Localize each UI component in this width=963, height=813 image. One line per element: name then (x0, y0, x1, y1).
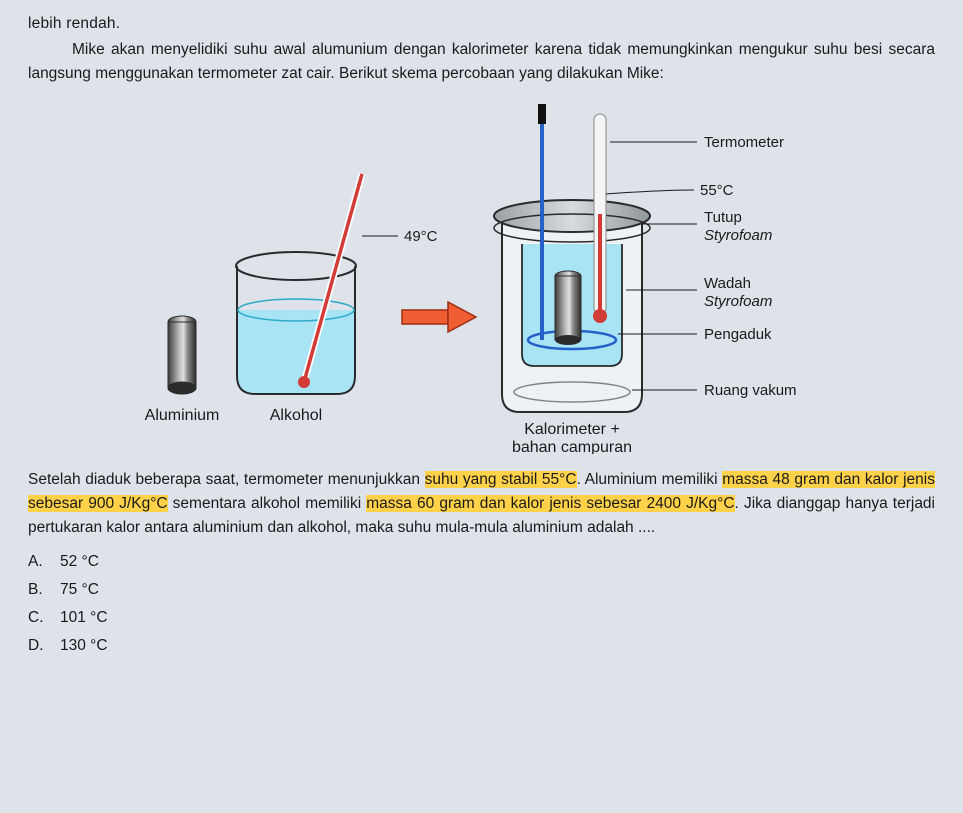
svg-text:Alkohol: Alkohol (269, 407, 321, 424)
answer-text: 75 °C (60, 578, 99, 602)
answer-option[interactable]: C. 101 °C (28, 604, 935, 632)
svg-text:Termometer: Termometer (704, 134, 784, 151)
svg-text:55°C: 55°C (700, 182, 734, 199)
svg-text:Tutup: Tutup (704, 209, 742, 226)
svg-text:Styrofoam: Styrofoam (704, 227, 772, 244)
answer-text: 130 °C (60, 634, 108, 658)
answer-text: 52 °C (60, 550, 99, 574)
answer-option[interactable]: A. 52 °C (28, 548, 935, 576)
experiment-diagram: 49°C Termometer (28, 94, 935, 454)
svg-text:Aluminium: Aluminium (144, 407, 219, 424)
answer-option[interactable]: D. 130 °C (28, 632, 935, 660)
answer-option[interactable]: B. 75 °C (28, 576, 935, 604)
intro-paragraph: Mike akan menyelidiki suhu awal alumuniu… (28, 38, 935, 86)
q-text-1: Setelah diaduk beberapa saat, termometer… (28, 471, 425, 488)
beaker-temperature-label: 49°C (362, 228, 438, 245)
svg-text:Pengaduk: Pengaduk (704, 326, 772, 343)
answer-letter: C. (28, 606, 50, 630)
highlight-3: massa 60 gram dan kalor jenis sebesar 24… (366, 495, 734, 512)
answer-letter: A. (28, 550, 50, 574)
answer-text: 101 °C (60, 606, 108, 630)
answer-list: A. 52 °C B. 75 °C C. 101 °C D. 130 °C (28, 548, 935, 660)
svg-text:Wadah: Wadah (704, 275, 751, 292)
q-text-3: sementara alkohol memiliki (168, 495, 367, 512)
highlight-1: suhu yang stabil 55°C (425, 471, 577, 488)
svg-text:49°C: 49°C (404, 228, 438, 245)
beaker-icon (236, 252, 356, 400)
sample-in-calorimeter-icon (555, 271, 581, 345)
calorimeter-icon (494, 104, 650, 412)
svg-text:Ruang vakum: Ruang vakum (704, 382, 797, 399)
svg-text:Styrofoam: Styrofoam (704, 293, 772, 310)
arrow-icon (402, 302, 476, 332)
question-paragraph: Setelah diaduk beberapa saat, termometer… (28, 468, 935, 540)
calorimeter-thermometer-icon (593, 114, 607, 323)
truncated-line: lebih rendah. (28, 12, 935, 36)
aluminium-cylinder-icon (168, 316, 196, 394)
svg-text:Kalorimeter +: Kalorimeter + (524, 421, 620, 438)
svg-text:bahan campuran: bahan campuran (511, 439, 631, 454)
q-text-2: . Aluminium memiliki (577, 471, 723, 488)
answer-letter: B. (28, 578, 50, 602)
answer-letter: D. (28, 634, 50, 658)
